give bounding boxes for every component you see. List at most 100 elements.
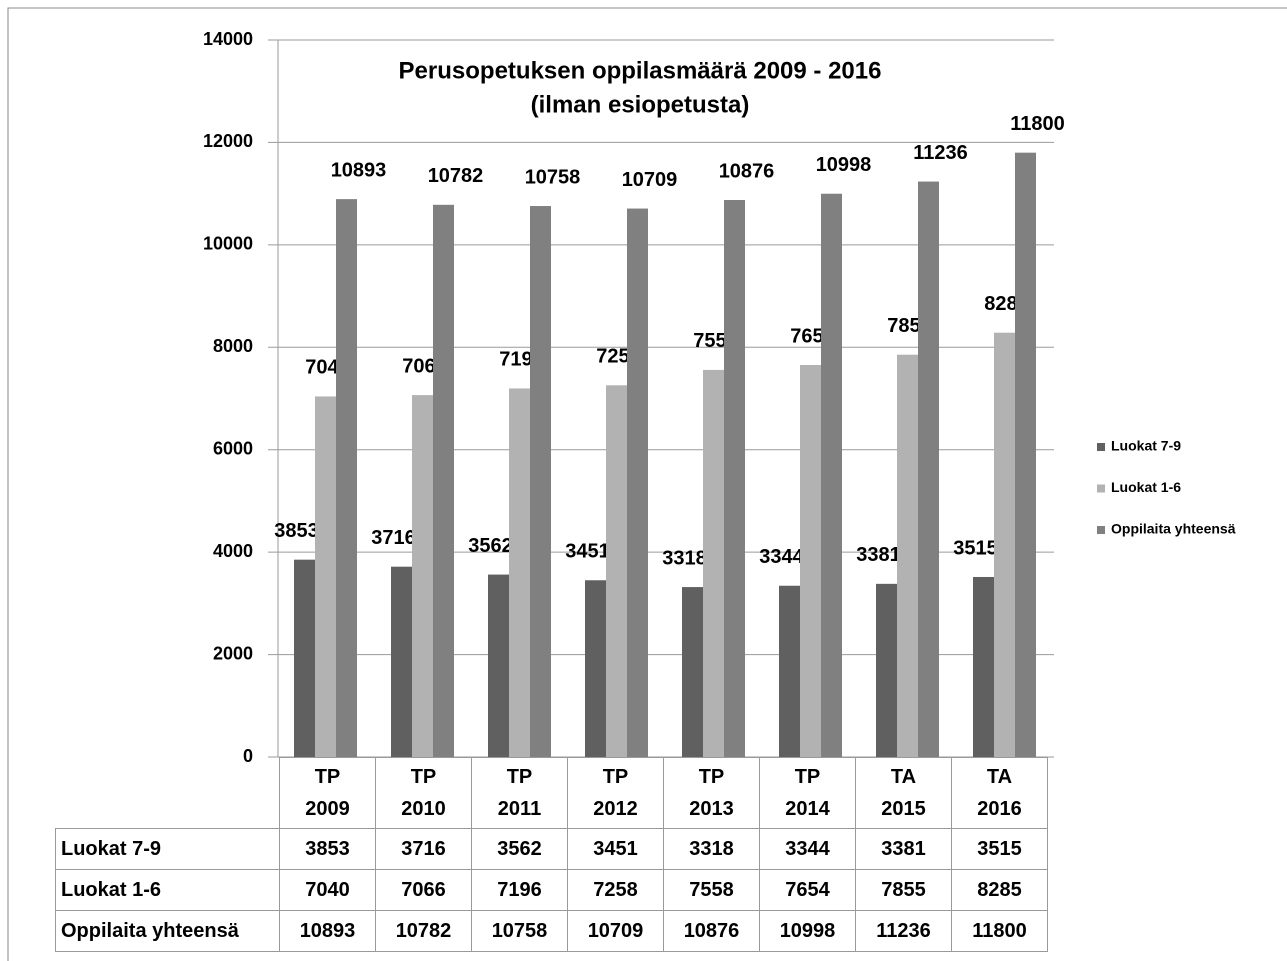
table-row: Luokat 1-6 7040 7066 7196 7258 7558 7654 7855 82…: [55, 869, 1048, 911]
chart-title: Perusopetuksen oppilasmäärä 2009 - 2016: [399, 57, 882, 84]
bar: [315, 396, 336, 757]
bar: [821, 193, 842, 757]
y-tick-label: 12000: [203, 131, 253, 151]
data-label: 3381: [856, 544, 901, 566]
table-cell: 7654: [759, 869, 856, 911]
table-cell: 3381: [855, 828, 952, 870]
table-cell: 11236: [855, 910, 952, 952]
legend-swatch: [1097, 526, 1105, 534]
legend-label: Oppilaita yhteensä: [1111, 521, 1236, 537]
y-tick-label: 8000: [213, 336, 253, 356]
table-cell: 3318: [663, 828, 760, 870]
data-label: 10709: [622, 169, 678, 191]
bar: [433, 204, 454, 758]
bar: [530, 206, 551, 757]
table-cell: Luokat 1-6: [55, 869, 280, 911]
bar: [509, 388, 530, 757]
bar: [973, 576, 994, 757]
table-cell: TP 2011: [471, 757, 568, 829]
table-cell: 7258: [567, 869, 664, 911]
table-cell: 8285: [951, 869, 1048, 911]
bar: [488, 574, 509, 757]
data-label: 10893: [331, 159, 387, 181]
chart-subtitle: (ilman esiopetusta): [531, 91, 750, 118]
table-cell: 7040: [279, 869, 376, 911]
bar: [391, 566, 412, 757]
bar: [294, 559, 315, 757]
data-label: 10876: [719, 160, 775, 182]
table-cell: 3451: [567, 828, 664, 870]
bar: [412, 395, 433, 757]
bar: [876, 583, 897, 757]
table-cell: TP 2013: [663, 757, 760, 829]
table-cell: 10893: [279, 910, 376, 952]
frame: [7, 7, 1287, 961]
table-row: Oppilaita yhteensä 10893 10782 10758 10709 10…: [55, 910, 1048, 952]
bar: [918, 181, 939, 758]
table-row: TP 2009 TP 2010 TP 2011 TP 2012 TP 2013 TP 20…: [55, 757, 1048, 829]
table-cell: TA 2015: [855, 757, 952, 829]
y-tick-label: 6000: [213, 438, 253, 458]
bar: [703, 369, 724, 757]
table-cell: 10998: [759, 910, 856, 952]
table-cell: 3515: [951, 828, 1048, 870]
y-tick-label: 14000: [203, 29, 253, 49]
table-cell: TA 2016: [951, 757, 1048, 829]
table-cell: 11800: [951, 910, 1048, 952]
bar: [1015, 152, 1036, 757]
bar: [897, 354, 918, 757]
table-cell: 10758: [471, 910, 568, 952]
table-row: Luokat 7-9 3853 3716 3562 3451 3318 3344 3381 35…: [55, 828, 1048, 870]
table-cell: 7066: [375, 869, 472, 911]
data-table: TP 2009 TP 2010 TP 2011 TP 2012 TP 2013 TP 20…: [55, 757, 1048, 952]
data-label: 3515: [953, 537, 998, 559]
table-cell: 3344: [759, 828, 856, 870]
table-cell: Oppilaita yhteensä: [55, 910, 280, 952]
bar: [724, 199, 745, 758]
y-tick-label: 0: [243, 746, 253, 766]
bar: [606, 385, 627, 757]
y-tick-label: 2000: [213, 643, 253, 663]
table-cell: 10782: [375, 910, 472, 952]
table-cell: 7196: [471, 869, 568, 911]
bar: [336, 199, 357, 757]
legend-label: Luokat 1-6: [1111, 479, 1181, 495]
legend-swatch: [1097, 443, 1105, 451]
data-label: 3562: [468, 535, 513, 557]
data-label: 3853: [274, 520, 319, 542]
table-cell: 10876: [663, 910, 760, 952]
table-cell: 10709: [567, 910, 664, 952]
bar: [779, 585, 800, 757]
table-cell: [55, 757, 280, 829]
bar: [585, 580, 606, 757]
legend-swatch: [1097, 484, 1105, 493]
table-cell: TP 2010: [375, 757, 472, 829]
table-cell: 7855: [855, 869, 952, 911]
data-label: 11800: [1010, 113, 1065, 135]
data-label: 3344: [759, 546, 804, 568]
bar: [682, 587, 703, 757]
legend-label: Luokat 7-9: [1111, 438, 1181, 454]
data-label: 11236: [913, 142, 968, 164]
table-cell: TP 2009: [279, 757, 376, 829]
table-cell: TP 2014: [759, 757, 856, 829]
bar: [800, 365, 821, 757]
bar: [994, 332, 1015, 757]
data-label: 3451: [565, 541, 610, 563]
table-cell: 7558: [663, 869, 760, 911]
y-tick-label: 4000: [213, 541, 253, 561]
table-cell: 3562: [471, 828, 568, 870]
data-label: 10758: [525, 166, 581, 188]
data-label: 10998: [816, 154, 872, 176]
y-tick-label: 10000: [203, 234, 253, 254]
data-label: 10782: [428, 165, 484, 187]
table-cell: 3853: [279, 828, 376, 870]
table-cell: TP 2012: [567, 757, 664, 829]
table-cell: 3716: [375, 828, 472, 870]
table-cell: Luokat 7-9: [55, 828, 280, 870]
bar: [627, 208, 648, 758]
data-label: 3318: [662, 547, 707, 569]
data-label: 3716: [371, 527, 416, 549]
